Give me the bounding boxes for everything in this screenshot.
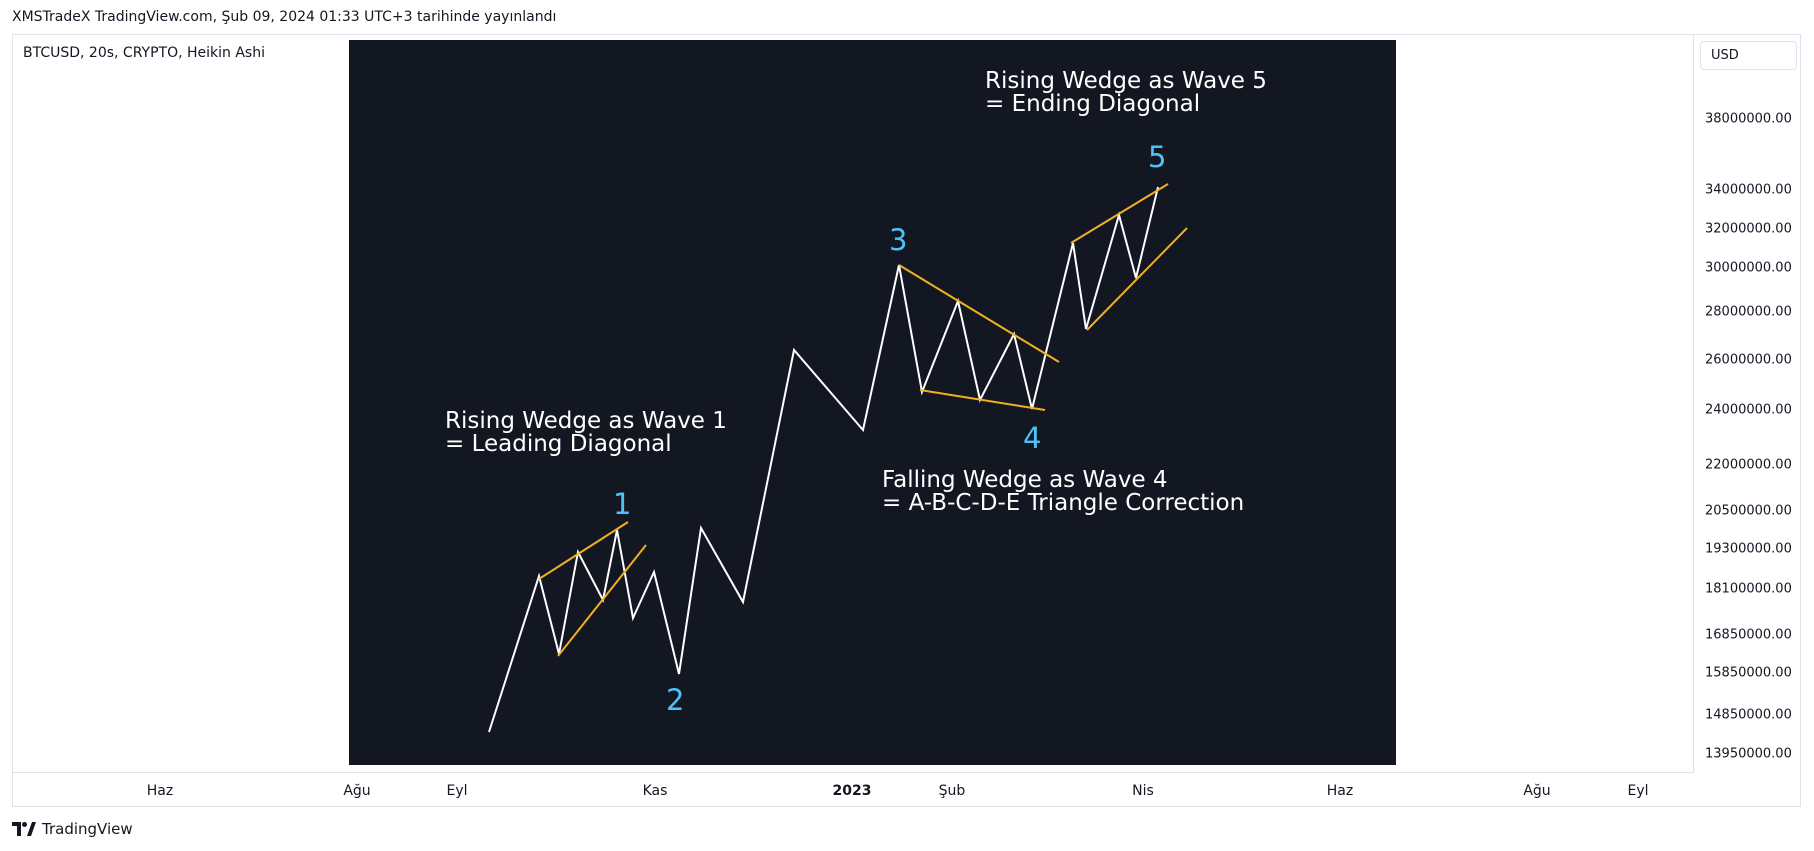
wedge-5-lower	[1086, 227, 1188, 331]
wedge-1-lower	[557, 544, 647, 657]
time-tick-label: Haz	[146, 783, 174, 799]
annotation-wave1-line2: = Leading Diagonal	[445, 431, 672, 457]
published-info: XMSTradeX TradingView.com, Şub 09, 2024 …	[12, 9, 557, 25]
wedge-4-upper	[898, 264, 1060, 363]
tradingview-logo-icon	[12, 822, 36, 836]
time-tick-label: Ağu	[1523, 783, 1551, 799]
price-tick-label: 38000000.00	[1705, 111, 1792, 127]
time-tick-label: Ağu	[343, 783, 371, 799]
wedge-5-upper	[1070, 183, 1169, 244]
price-tick-label: 32000000.00	[1705, 221, 1792, 237]
price-tick-label: 34000000.00	[1705, 182, 1792, 198]
time-tick-label: Nis	[1132, 783, 1154, 799]
price-tick-label: 19300000.00	[1705, 541, 1792, 557]
price-tick-label: 14850000.00	[1705, 707, 1792, 723]
wave-label-5: 5	[1148, 140, 1166, 174]
tradingview-brand[interactable]: TradingView	[12, 820, 133, 838]
currency-button[interactable]: USD	[1700, 41, 1797, 70]
price-tick-label: 20500000.00	[1705, 503, 1792, 519]
price-tick-label: 16850000.00	[1705, 627, 1792, 643]
annotation-wave1-line1: Rising Wedge as Wave 1	[445, 408, 727, 434]
chart-frame	[12, 34, 1801, 807]
wave-label-3: 3	[889, 223, 907, 257]
symbol-legend[interactable]: BTCUSD, 20s, CRYPTO, Heikin Ashi	[23, 45, 265, 61]
price-tick-label: 26000000.00	[1705, 352, 1792, 368]
time-tick-label: Haz	[1326, 783, 1354, 799]
annotation-wave5-line1: Rising Wedge as Wave 5	[985, 68, 1267, 94]
illustration-canvas: 1 2 3 4 5 Rising Wedge as Wave 1 = Leadi…	[445, 68, 1267, 733]
price-tick-label: 28000000.00	[1705, 304, 1792, 320]
price-tick-label: 24000000.00	[1705, 402, 1792, 418]
price-tick-label: 15850000.00	[1705, 665, 1792, 681]
time-tick-label: Şub	[938, 783, 966, 799]
price-tick-label: 18100000.00	[1705, 581, 1792, 597]
wave-label-4: 4	[1023, 421, 1041, 455]
time-tick-label: Eyl	[1627, 783, 1649, 799]
wave-label-1: 1	[613, 487, 631, 521]
time-tick-label: Kas	[642, 783, 668, 799]
wedge-4-lower	[919, 389, 1046, 411]
wave-path	[488, 186, 1159, 733]
annotation-wave4-line2: = A-B-C-D-E Triangle Correction	[882, 490, 1244, 516]
elliott-wave-illustration: 1 2 3 4 5 Rising Wedge as Wave 1 = Leadi…	[349, 40, 1396, 765]
time-tick-label: 2023	[832, 783, 872, 799]
brand-name: TradingView	[42, 820, 133, 838]
wave-label-2: 2	[666, 683, 684, 717]
price-tick-label: 22000000.00	[1705, 457, 1792, 473]
price-axis[interactable]	[1693, 34, 1801, 773]
wedge-1-upper	[538, 521, 629, 580]
price-tick-label: 13950000.00	[1705, 746, 1792, 762]
annotation-wave5-line2: = Ending Diagonal	[985, 91, 1200, 117]
time-axis[interactable]	[12, 772, 1694, 807]
time-tick-label: Eyl	[446, 783, 468, 799]
price-tick-label: 30000000.00	[1705, 260, 1792, 276]
annotation-wave4-line1: Falling Wedge as Wave 4	[882, 467, 1168, 493]
